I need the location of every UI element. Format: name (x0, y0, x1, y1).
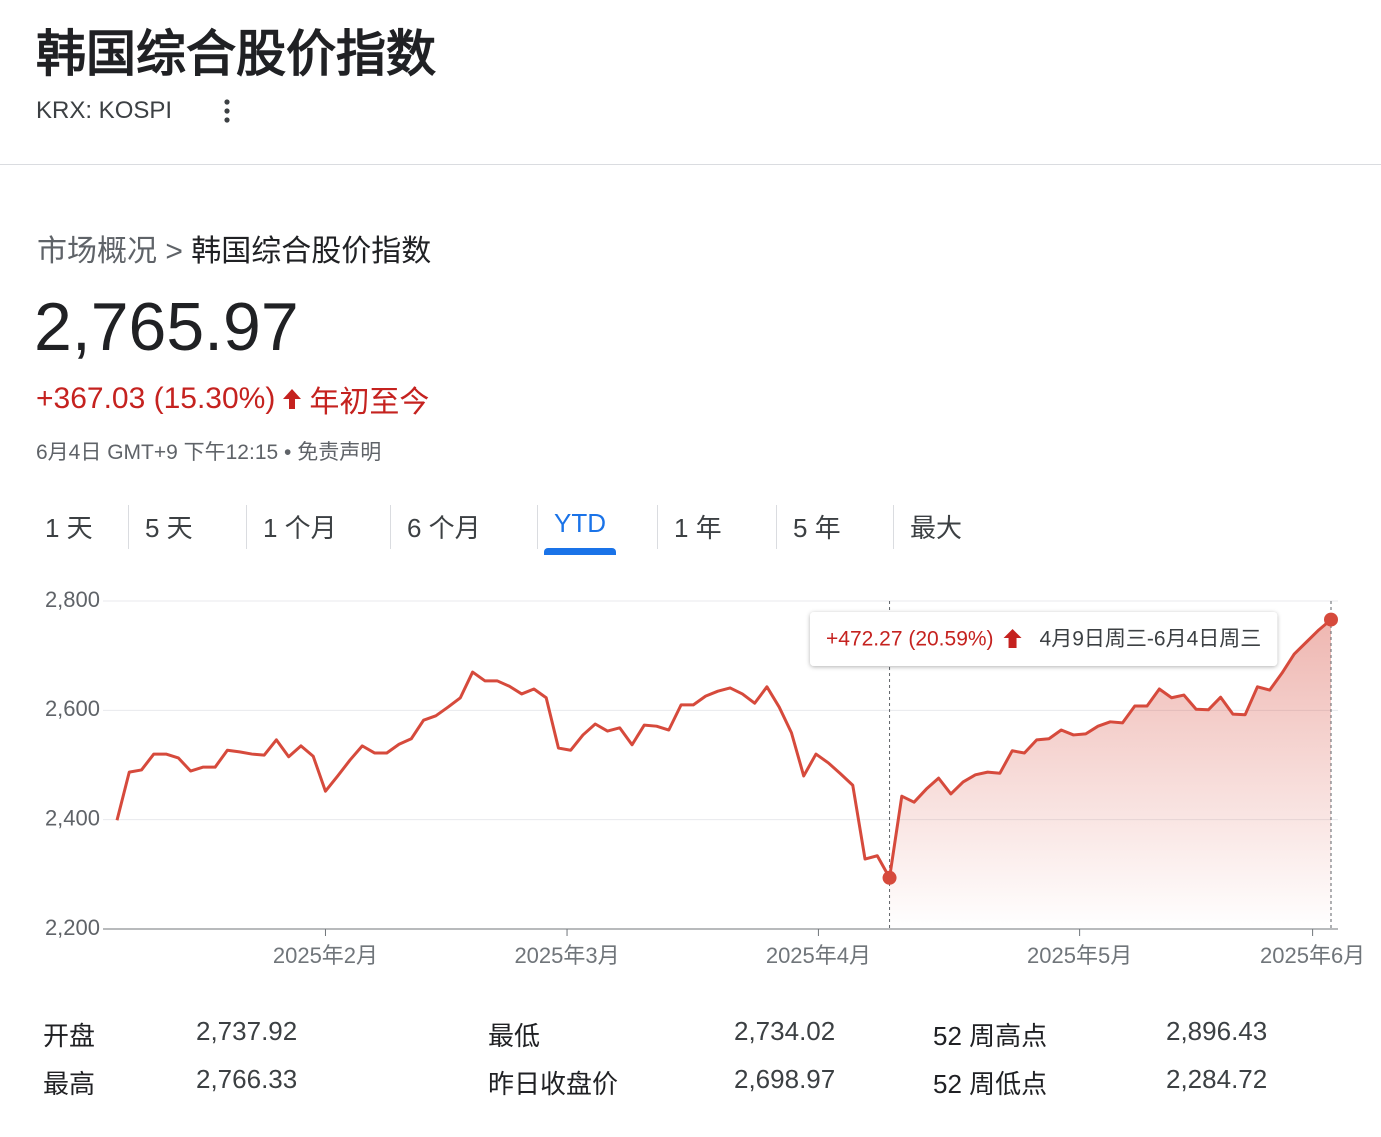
selection-point (882, 870, 897, 885)
stat-label: 昨日收盘价 (488, 1069, 619, 1099)
tab-indicator (544, 548, 616, 555)
y-tick-label: 2,200 (45, 915, 100, 940)
tooltip-change: +472.27 (20.59%) (826, 628, 994, 651)
stat-label: 52 周低点 (933, 1069, 1048, 1099)
tab[interactable]: 1 个月 (263, 513, 337, 543)
more-menu[interactable] (216, 96, 238, 128)
chart: 2,200 2,400 2,600 2,800 2025年2月 2025年3月 2025年4… (45, 587, 1365, 968)
stat-value: 2,698.97 (734, 1064, 836, 1094)
change-row: +367.03 (15.30%) 年初至今 (36, 377, 429, 421)
breadcrumb-parent[interactable]: 市场概况 (37, 235, 157, 268)
tab[interactable]: 6 个月 (407, 513, 481, 543)
change: +367.03 (15.30%) (36, 382, 276, 415)
tooltip-box (810, 612, 1278, 666)
stat-label: 最高 (43, 1069, 96, 1099)
selection-area (889, 619, 1331, 929)
ticker: KRX: KOSPI (36, 97, 173, 124)
disclaimer[interactable]: 免责声明 (297, 441, 382, 464)
timestamp: 6月4日 GMT+9 下午12:15 (36, 441, 279, 464)
tab-separator (246, 505, 247, 549)
tab[interactable]: 5 年 (793, 513, 841, 543)
price-line (115, 618, 1332, 880)
period: 年初至今 (309, 386, 430, 419)
up-arrow (283, 389, 302, 409)
stat-value: 2,737.92 (196, 1016, 298, 1046)
stat-value: 2,734.02 (734, 1016, 836, 1046)
y-tick-label: 2,800 (45, 587, 100, 612)
separator: • (284, 441, 292, 464)
tab[interactable]: YTD (554, 508, 606, 538)
tab[interactable]: 1 天 (45, 513, 93, 543)
x-tick-label: 2025年2月 (273, 943, 378, 968)
y-tick-label: 2,600 (45, 696, 100, 721)
stat-value: 2,766.33 (196, 1064, 298, 1094)
tooltip-range: 4月9日周三-6月4日周三 (1040, 628, 1262, 651)
page-title: 韩国综合股价指数 (36, 26, 436, 82)
tab[interactable]: 1 年 (674, 513, 722, 543)
tab-separator (657, 505, 658, 549)
stat-value: 2,896.43 (1166, 1016, 1268, 1046)
tooltip-arrow (1003, 629, 1022, 648)
tab[interactable]: 最大 (910, 513, 963, 543)
y-tick-label: 2,400 (45, 805, 100, 830)
stat-label: 开盘 (43, 1021, 96, 1051)
selection-point (1324, 612, 1338, 627)
tab-separator (893, 505, 894, 549)
x-tick-label: 2025年4月 (766, 943, 871, 968)
breadcrumb-current: 韩国综合股价指数 (191, 235, 432, 268)
divider (0, 164, 1381, 165)
x-tick-label: 2025年6月 (1260, 943, 1365, 968)
x-tick-label: 2025年3月 (514, 943, 619, 968)
tab-separator (537, 505, 538, 549)
timestamp-row: 6月4日 GMT+9 下午12:15 • 免责声明 (36, 436, 381, 466)
tooltip: +472.27 (20.59%) 4月9日周三-6月4日周三 (810, 612, 1278, 666)
stat-value: 2,284.72 (1166, 1064, 1268, 1094)
price: 2,765.97 (34, 289, 299, 365)
stat-label: 最低 (488, 1021, 541, 1051)
breadcrumb-separator: > (165, 235, 183, 268)
x-tick-label: 2025年5月 (1027, 943, 1132, 968)
breadcrumb: 市场概况 > 韩国综合股价指数 (37, 226, 431, 270)
stat-label: 52 周高点 (933, 1021, 1048, 1051)
tab[interactable]: 5 天 (145, 513, 193, 543)
tab-separator (128, 505, 129, 549)
tab-separator (776, 505, 777, 549)
tab-separator (390, 505, 391, 549)
